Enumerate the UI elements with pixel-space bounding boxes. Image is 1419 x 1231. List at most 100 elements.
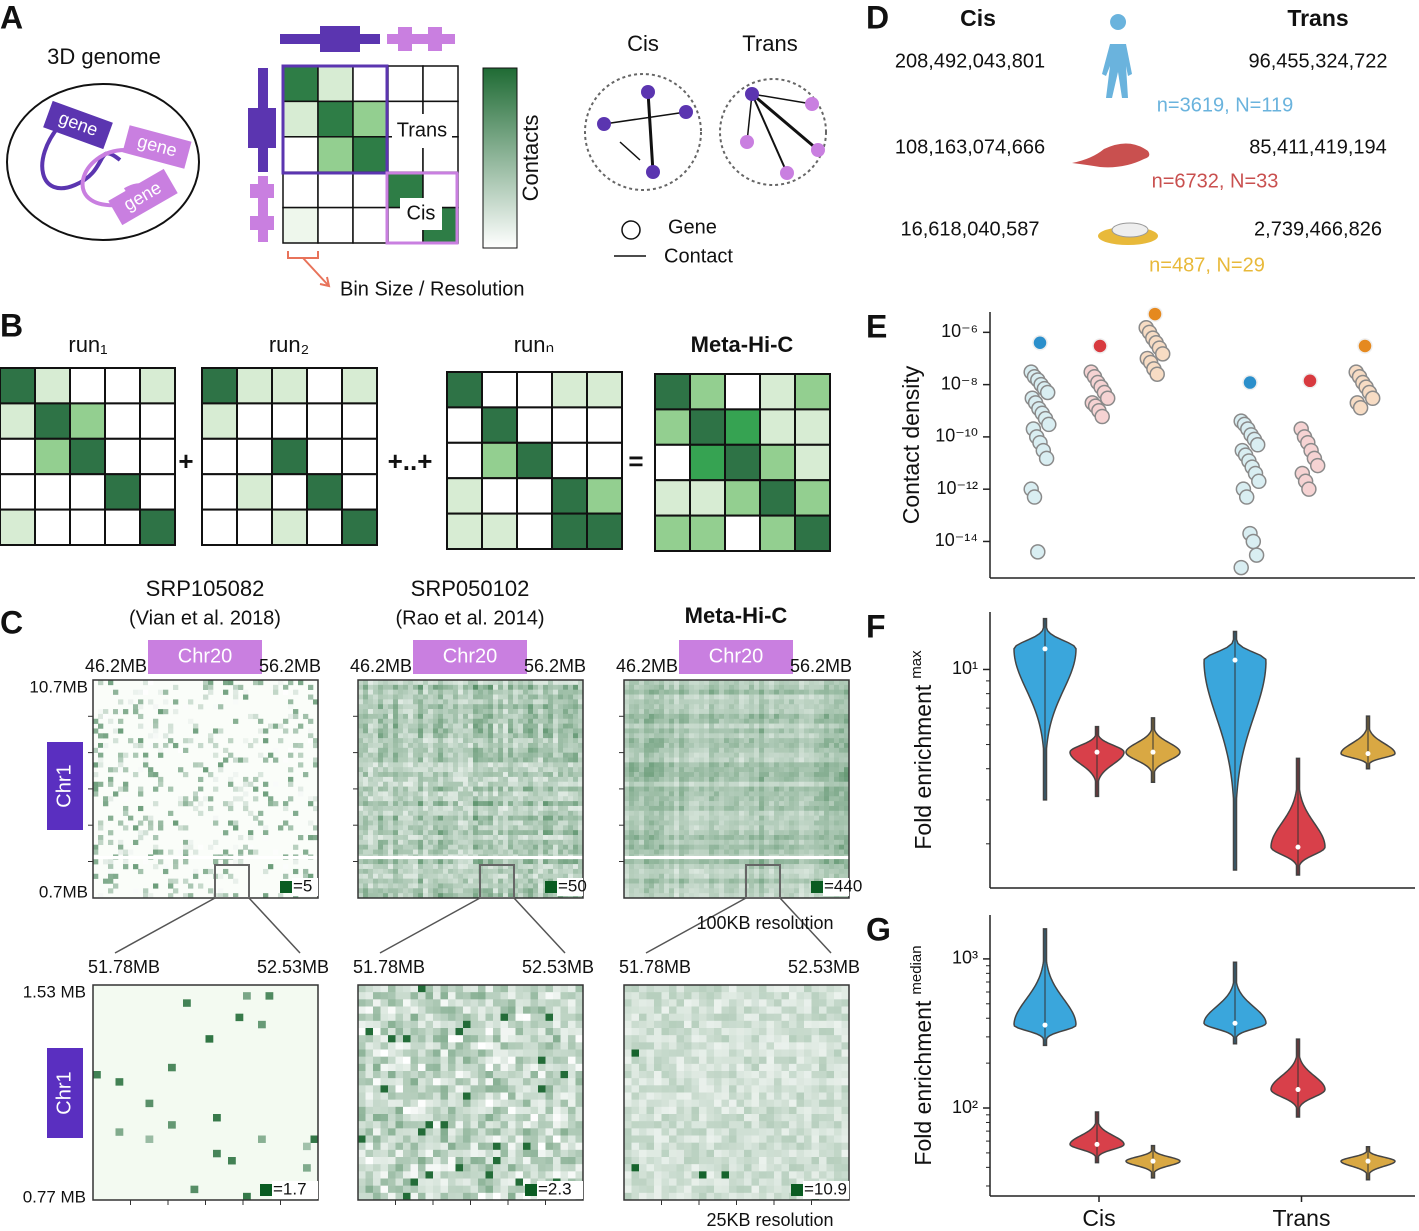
- heatmap-cell: [193, 762, 198, 767]
- heatmap-cell: [694, 728, 699, 733]
- heatmap-cell: [744, 811, 749, 816]
- heatmap-cell: [378, 791, 383, 796]
- heatmap-cell: [373, 753, 378, 758]
- heatmap-cell: [473, 806, 478, 811]
- zoom-cell: [183, 999, 191, 1006]
- heatmap-cell: [573, 869, 578, 874]
- heatmap-cell: [739, 767, 744, 772]
- heatmap-cell: [443, 806, 448, 811]
- heatmap-cell: [558, 869, 563, 874]
- heatmap-cell: [103, 859, 108, 864]
- heatmap-cell: [734, 680, 739, 685]
- zoom-cell: [358, 1121, 366, 1128]
- heatmap-cell: [413, 825, 418, 830]
- heatmap-cell: [498, 782, 503, 787]
- zoom-cell: [366, 1121, 374, 1128]
- heatmap-cell: [108, 830, 113, 835]
- heatmap-cell: [789, 733, 794, 738]
- heatmap-cell: [483, 724, 488, 729]
- heatmap-cell: [829, 719, 834, 724]
- zoom-cell: [546, 1071, 554, 1078]
- heatmap-cell: [694, 719, 699, 724]
- heatmap-cell: [428, 879, 433, 884]
- heatmap-cell: [764, 699, 769, 704]
- heatmap-cell: [538, 883, 543, 888]
- zoom-cell: [501, 1193, 509, 1200]
- heatmap-cell: [358, 791, 363, 796]
- heatmap-cell: [523, 791, 528, 796]
- zoom-cell: [448, 1085, 456, 1092]
- heatmap-cell: [398, 883, 403, 888]
- heatmap-cell: [518, 733, 523, 738]
- label: 56.2MB: [259, 656, 321, 676]
- heatmap-cell: [513, 791, 518, 796]
- heatmap-cell: [278, 724, 283, 729]
- zoom-cell: [358, 1093, 366, 1100]
- heatmap-cell: [804, 719, 809, 724]
- heatmap-cell: [398, 835, 403, 840]
- heatmap-cell: [518, 758, 523, 763]
- heatmap-cell: [533, 748, 538, 753]
- matrix-cell: [353, 137, 388, 172]
- zoom-cell: [538, 1143, 546, 1150]
- heatmap-cell: [478, 816, 483, 821]
- heatmap-cell: [388, 685, 393, 690]
- heatmap-cell: [283, 719, 288, 724]
- zoom-line: [249, 898, 300, 953]
- heatmap-cell: [383, 685, 388, 690]
- heatmap-cell: [664, 753, 669, 758]
- heatmap-cell: [513, 728, 518, 733]
- zoom-cell: [456, 1014, 464, 1021]
- heatmap-cell: [358, 879, 363, 884]
- heatmap-cell: [814, 791, 819, 796]
- heatmap-cell: [493, 820, 498, 825]
- zoom-cell: [448, 1128, 456, 1135]
- heatmap-cell: [168, 724, 173, 729]
- heatmap-cell: [709, 748, 714, 753]
- heatmap-cell: [398, 816, 403, 821]
- heatmap-cell: [824, 748, 829, 753]
- heatmap-cell: [533, 728, 538, 733]
- zoom-cell: [388, 1121, 396, 1128]
- heatmap-cell: [769, 695, 774, 700]
- heatmap-cell: [679, 743, 684, 748]
- heatmap-cell: [383, 820, 388, 825]
- heatmap-cell: [488, 791, 493, 796]
- matrix-cell: [388, 66, 423, 101]
- heatmap-cell: [373, 791, 378, 796]
- zoom-cell: [531, 1035, 539, 1042]
- zoom-cell: [411, 1007, 419, 1014]
- heatmap-cell: [468, 772, 473, 777]
- heatmap-cell: [784, 791, 789, 796]
- heatmap-cell: [548, 787, 553, 792]
- heatmap-cell: [473, 748, 478, 753]
- heatmap-cell: [458, 864, 463, 869]
- heatmap-cell: [418, 801, 423, 806]
- heatmap-cell: [373, 820, 378, 825]
- heatmap-cell: [528, 840, 533, 845]
- zoom-cell: [531, 1171, 539, 1178]
- heatmap-cell: [523, 690, 528, 695]
- heatmap-cell: [558, 777, 563, 782]
- zoom-cell: [546, 1093, 554, 1100]
- heatmap-cell: [428, 791, 433, 796]
- zoom-cell: [538, 1093, 546, 1100]
- heatmap-cell: [824, 690, 829, 695]
- heatmap-cell: [639, 748, 644, 753]
- zoom-cell: [358, 1014, 366, 1021]
- heatmap-cell: [639, 699, 644, 704]
- heatmap-cell: [674, 758, 679, 763]
- zoom-cell: [358, 1150, 366, 1157]
- heatmap-cell: [709, 714, 714, 719]
- heatmap-cell: [113, 874, 118, 879]
- heatmap-cell: [684, 796, 689, 801]
- heatmap-cell: [378, 777, 383, 782]
- zoom-cell: [448, 1014, 456, 1021]
- zoom-cell: [418, 1064, 426, 1071]
- zoom-cell: [478, 1143, 486, 1150]
- heatmap-cell: [513, 777, 518, 782]
- heatmap-cell: [358, 690, 363, 695]
- heatmap-cell: [754, 733, 759, 738]
- heatmap-cell: [448, 777, 453, 782]
- heatmap-cell: [824, 685, 829, 690]
